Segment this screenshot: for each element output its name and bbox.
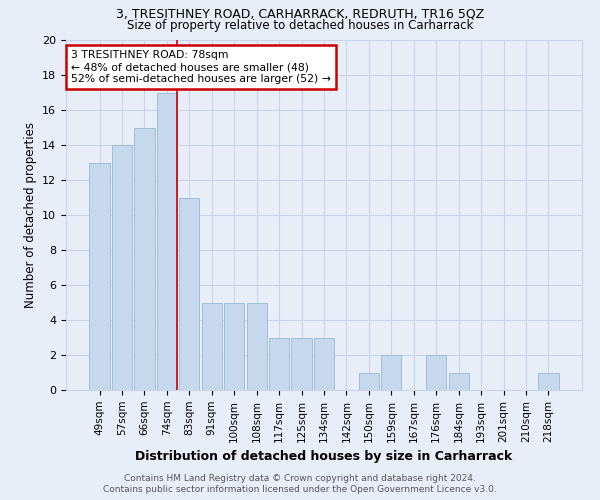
Bar (269, 338, 289, 390)
Bar (202, 302, 222, 390)
Text: 3 TRESITHNEY ROAD: 78sqm
← 48% of detached houses are smaller (48)
52% of semi-d: 3 TRESITHNEY ROAD: 78sqm ← 48% of detach… (71, 50, 331, 84)
Bar (426, 355, 446, 390)
Bar (179, 198, 199, 390)
Bar (89, 162, 110, 390)
Text: Size of property relative to detached houses in Carharrack: Size of property relative to detached ho… (127, 18, 473, 32)
Bar (314, 338, 334, 390)
Bar (292, 338, 311, 390)
Bar (381, 355, 401, 390)
Text: 3, TRESITHNEY ROAD, CARHARRACK, REDRUTH, TR16 5QZ: 3, TRESITHNEY ROAD, CARHARRACK, REDRUTH,… (116, 8, 484, 20)
Bar (247, 302, 267, 390)
Bar (112, 145, 132, 390)
Bar (157, 92, 177, 390)
Bar (359, 372, 379, 390)
Text: Contains HM Land Registry data © Crown copyright and database right 2024.
Contai: Contains HM Land Registry data © Crown c… (103, 474, 497, 494)
X-axis label: Distribution of detached houses by size in Carharrack: Distribution of detached houses by size … (136, 450, 512, 463)
Bar (134, 128, 155, 390)
Bar (449, 372, 469, 390)
Bar (224, 302, 244, 390)
Bar (538, 372, 559, 390)
Y-axis label: Number of detached properties: Number of detached properties (23, 122, 37, 308)
